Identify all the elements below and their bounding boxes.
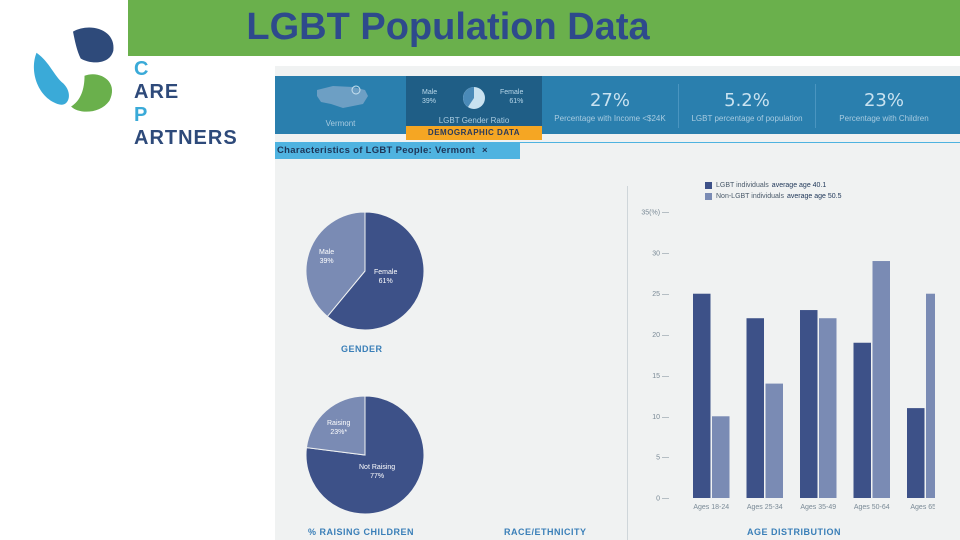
characteristics-header: Characteristics of LGBT People: Vermont …	[275, 142, 520, 159]
teal-divider	[275, 142, 960, 143]
gender-ratio-cell[interactable]: Male 39% Female 61% LGBT Gender Ratio	[406, 76, 542, 134]
pie-label-male: Male 39%	[319, 249, 335, 265]
bar-lgbt-4	[907, 408, 925, 498]
pie-slice-raising	[305, 395, 366, 456]
age-distribution-bar-chart: 0 — 5 — 10 — 15 — 20 — 25 — 30 — 35(%) — Ages 18…	[641, 210, 935, 511]
stat-children[interactable]: 23% Percentage with Children	[839, 90, 929, 123]
gender-ratio-mini-pie	[463, 87, 485, 109]
stat-population[interactable]: 5.2% LGBT percentage of population	[691, 90, 803, 123]
x-tick-label: Ages 35-49	[800, 504, 836, 511]
bar-non-lgbt-1	[765, 383, 783, 498]
bar-non-lgbt-3	[872, 261, 890, 498]
gender-pie-chart	[305, 211, 425, 331]
bar-lgbt-1	[746, 318, 764, 498]
bar-legend: LGBT individuals average age 40.1 Non-LGB…	[705, 180, 841, 202]
care-partners-logo-icon	[33, 27, 114, 112]
gender-label: GENDER	[341, 344, 383, 354]
pie-label-raising: Raising 23%*	[327, 420, 351, 436]
y-tick-label: 15 —	[652, 373, 669, 380]
bar-lgbt-3	[853, 342, 871, 498]
legend-lgbt: LGBT individuals average age 40.1	[705, 180, 841, 191]
y-tick-label: 25 —	[652, 291, 669, 298]
bar-non-lgbt-0	[712, 416, 730, 498]
bar-non-lgbt-2	[819, 318, 837, 498]
us-map-icon	[317, 85, 368, 108]
map-cell[interactable]: Vermont	[275, 76, 406, 134]
pie-slice-female	[326, 211, 425, 331]
y-tick-label: 5 —	[656, 455, 669, 462]
raising-children-pie-chart	[305, 395, 425, 515]
age-distribution-label: AGE DISTRIBUTION	[747, 527, 842, 537]
bar-non-lgbt-4	[926, 293, 935, 498]
stat-income[interactable]: 27% Percentage with Income <$24K	[554, 90, 666, 123]
legend-non-lgbt: Non-LGBT individuals average age 50.5	[705, 191, 841, 202]
pie-slice-not-raising	[305, 395, 425, 515]
y-tick-label: 20 —	[652, 332, 669, 339]
pie-label-not-raising: Not Raising 77%	[359, 464, 396, 480]
dashboard-panel: Vermont Male 39% Female 61% LGBT Gender …	[275, 66, 960, 540]
characteristics-state: Vermont	[434, 145, 476, 156]
close-icon[interactable]: ×	[482, 145, 488, 156]
x-tick-label: Ages 18-24	[693, 504, 729, 511]
logo-wordmark: C ARE P ARTNERS	[134, 58, 238, 149]
y-tick-label: 35(%) —	[641, 210, 669, 217]
title-bar: LGBT Population Data	[128, 0, 960, 56]
y-tick-label: 0 —	[656, 496, 669, 503]
raising-children-label: % RAISING CHILDREN	[308, 527, 415, 537]
pie-label-female: Female 61%	[374, 269, 398, 285]
x-tick-label: Ages 25-34	[747, 504, 783, 511]
map-state-label: Vermont	[325, 119, 356, 128]
pie-slice-male	[305, 211, 366, 318]
bar-lgbt-2	[800, 310, 818, 498]
stats-bar: Vermont Male 39% Female 61% LGBT Gender …	[275, 76, 960, 134]
demographic-data-tab[interactable]: DEMOGRAPHIC DATA	[406, 126, 542, 140]
y-tick-label: 30 —	[652, 250, 669, 257]
x-tick-label: Ages 50-64	[854, 504, 890, 511]
x-tick-label: Ages 65+	[910, 504, 935, 511]
bar-lgbt-0	[693, 293, 711, 498]
race-ethnicity-label[interactable]: RACE/ETHNICITY	[504, 527, 587, 537]
slide-title: LGBT Population Data	[246, 6, 650, 48]
column-divider	[627, 186, 628, 540]
y-tick-label: 10 —	[652, 414, 669, 421]
